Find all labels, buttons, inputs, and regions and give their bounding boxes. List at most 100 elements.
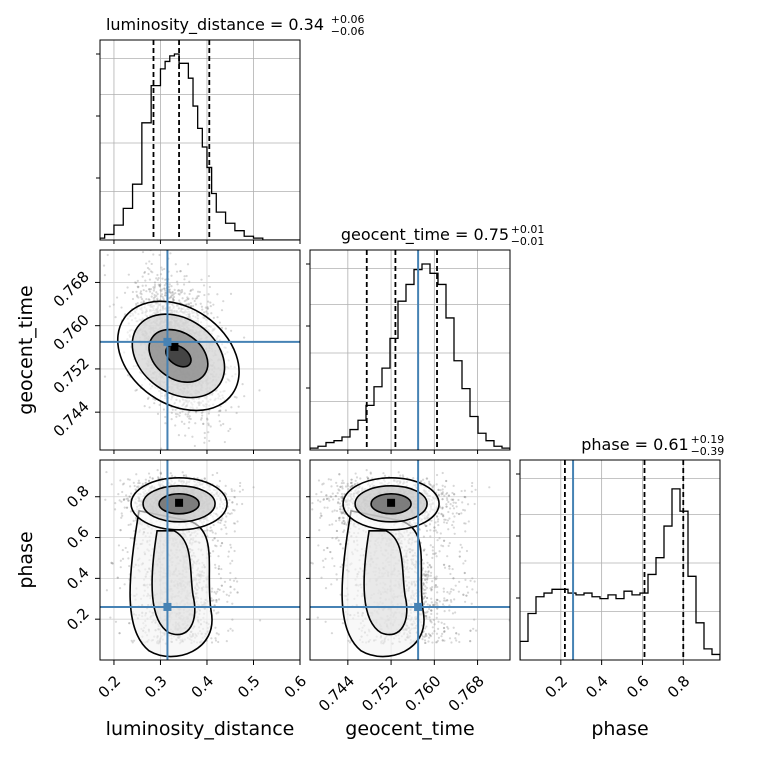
sample-point: [117, 544, 121, 547]
hist-title-sup: +0.01: [511, 223, 545, 236]
sample-point: [203, 477, 206, 480]
sample-point: [118, 632, 121, 635]
sample-point: [214, 626, 217, 629]
sample-point: [148, 260, 151, 263]
sample-point: [126, 478, 130, 481]
sample-point: [229, 292, 233, 295]
sample-point: [123, 313, 127, 316]
sample-point: [164, 291, 167, 295]
sample-point: [168, 290, 171, 293]
sample-point: [223, 440, 226, 444]
sample-point: [226, 600, 229, 603]
sample-point: [225, 593, 228, 596]
sample-point: [207, 274, 211, 278]
sample-point: [207, 293, 210, 296]
sample-point: [143, 271, 146, 274]
sample-point: [144, 478, 147, 481]
hist-frame: [99, 39, 301, 241]
sample-point: [110, 483, 113, 486]
sample-point: [220, 542, 224, 545]
sample-point: [225, 639, 228, 643]
sample-point: [156, 298, 159, 301]
sample-point: [146, 397, 150, 401]
sample-point: [156, 292, 159, 296]
sample-point: [134, 281, 137, 284]
sample-point: [159, 471, 162, 474]
hist-panel-geocent_time: [310, 250, 510, 450]
sample-point: [210, 641, 214, 644]
sample-point: [177, 292, 180, 296]
sample-point: [92, 288, 94, 290]
sample-point: [188, 421, 191, 424]
sample-point: [128, 564, 131, 568]
sample-point: [136, 286, 140, 289]
sample-point: [114, 502, 117, 505]
sample-point: [216, 590, 219, 593]
sample-point: [171, 291, 174, 294]
sample-point: [171, 408, 174, 411]
sample-point: [203, 431, 206, 435]
sample-point: [216, 471, 219, 475]
sample-point: [222, 590, 225, 593]
sample-point: [114, 620, 118, 623]
sample-point: [150, 262, 153, 266]
sample-point: [241, 383, 244, 386]
sample-point: [233, 489, 236, 492]
sample-point: [210, 529, 213, 532]
sample-point: [158, 403, 161, 406]
sample-point: [109, 616, 112, 619]
sample-point: [148, 278, 152, 281]
sample-point: [236, 520, 239, 523]
sample-point: [126, 286, 129, 289]
sample-point: [152, 297, 155, 300]
sample-point: [220, 528, 223, 531]
sample-point: [191, 297, 194, 300]
sample-point: [234, 577, 237, 580]
sample-point: [213, 591, 216, 594]
sample-point: [137, 479, 140, 482]
sample-point: [115, 296, 119, 299]
sample-point: [187, 426, 190, 430]
sample-point: [218, 420, 221, 423]
sample-point: [182, 474, 186, 477]
sample-point: [135, 388, 138, 391]
sample-point: [145, 297, 148, 301]
sample-point: [232, 579, 236, 582]
sample-point: [111, 562, 114, 565]
sample-point: [194, 297, 197, 300]
sample-point: [174, 412, 177, 416]
sample-point: [170, 474, 174, 477]
sample-point: [211, 531, 214, 534]
sample-point: [217, 414, 220, 417]
sample-point: [209, 425, 212, 428]
sample-point: [233, 549, 236, 553]
sample-point: [159, 472, 162, 475]
sample-point: [123, 506, 126, 509]
sample-point: [137, 296, 140, 299]
sample-point: [215, 632, 218, 635]
sample-point: [158, 285, 161, 288]
sample-point: [159, 288, 162, 292]
sample-point: [188, 415, 191, 418]
sample-point: [156, 476, 160, 479]
sample-point: [140, 296, 143, 299]
sample-point: [164, 294, 167, 297]
sample-point: [152, 286, 155, 289]
sample-point: [230, 406, 233, 409]
sample-point: [172, 293, 175, 296]
sample-point: [153, 293, 156, 297]
sample-point: [188, 292, 191, 296]
sample-point: [181, 410, 184, 413]
sample-point: [132, 481, 135, 484]
sample-point: [129, 536, 132, 540]
sample-point: [208, 285, 211, 289]
sample-point: [122, 498, 125, 501]
sample-point: [172, 298, 175, 301]
sample-point: [177, 289, 180, 292]
sample-point: [189, 301, 193, 305]
sample-point: [187, 302, 191, 305]
sample-point: [216, 587, 220, 591]
sample-point: [186, 263, 190, 266]
sample-point: [210, 312, 213, 315]
sample-point: [207, 431, 210, 434]
